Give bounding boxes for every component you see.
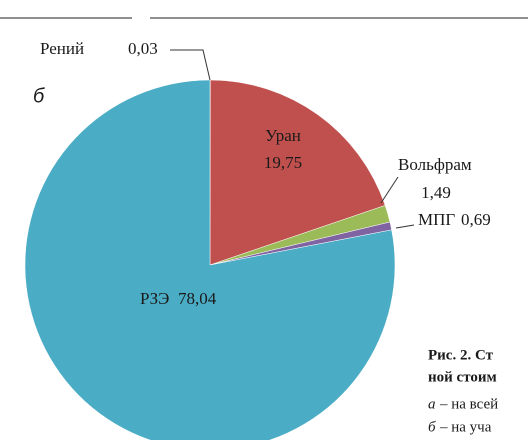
caption-title: Рис. 2. Ст [428,347,494,363]
slice-value: 1,49 [421,183,451,202]
slice-value: 0,69 [461,210,491,229]
labels: Рений 0,03 Уран 19,75 Вольфрам 1,49 МПГ 0,69 РЗЭ… [40,39,491,308]
slice-name: Рений [40,39,84,58]
slice-value: 19,75 [264,153,302,172]
leader-line [395,224,415,229]
slice-value: 0,03 [128,39,158,58]
caption-letter: а [428,396,436,412]
pie-slice [209,79,386,266]
pie-slice [24,79,396,440]
caption-title: ной стоим [428,369,497,385]
leader-line [170,49,211,81]
slice-name: Вольфрам [398,155,472,174]
slice-name: Уран [265,126,301,145]
pie [24,79,396,440]
caption-text: – на всей [439,396,498,412]
leader-line [380,176,399,204]
slice-value: 78,04 [178,289,217,308]
slice-name: РЗЭ [140,289,169,308]
caption-letter: б [428,419,436,435]
slice-name: МПГ [418,210,455,229]
panel-label: б [33,85,45,107]
caption-text: – на уча [439,419,492,435]
